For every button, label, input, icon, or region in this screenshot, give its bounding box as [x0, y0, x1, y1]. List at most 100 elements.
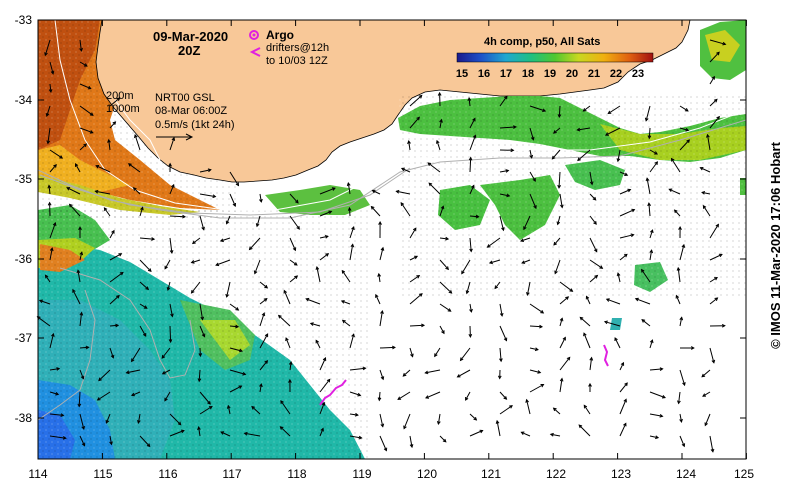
current-arrow	[553, 237, 561, 246]
current-arrowhead	[447, 308, 452, 312]
current-arrowhead	[469, 308, 473, 313]
current-arrowhead	[442, 438, 447, 443]
current-arrow	[379, 346, 395, 349]
current-arrowhead	[488, 260, 493, 265]
current-arrowhead	[170, 313, 174, 318]
current-arrowhead	[253, 270, 258, 275]
current-arrowhead	[711, 75, 715, 80]
current-arrow	[109, 253, 122, 261]
current-arrow	[134, 134, 141, 151]
current-arrow	[315, 340, 321, 349]
current-arrowhead	[702, 204, 707, 209]
current-arrowhead	[235, 182, 240, 187]
current-arrowhead	[50, 70, 55, 75]
current-arrowhead	[427, 162, 432, 166]
current-arrow	[379, 310, 383, 327]
current-arrow	[45, 275, 51, 283]
current-arrow	[648, 127, 651, 139]
current-arrowhead	[525, 398, 529, 403]
current-arrowhead	[468, 156, 473, 161]
current-arrow	[285, 337, 291, 349]
current-arrow	[289, 193, 299, 204]
current-arrow	[709, 76, 715, 85]
current-arrowhead	[309, 322, 314, 326]
current-arrow	[79, 127, 93, 134]
current-arrowhead	[171, 183, 175, 188]
lon-label: 114	[28, 467, 47, 481]
current-arrowhead	[539, 324, 544, 329]
current-arrowhead	[715, 223, 719, 228]
current-arrow	[49, 222, 56, 239]
depth-label-1000: 1000m	[106, 103, 140, 115]
credit-container: © IMOS 11-Mar-2020 17:06 Hobart	[764, 10, 786, 480]
current-arrow	[619, 382, 628, 393]
current-arrowhead	[676, 266, 681, 271]
lon-label: 116	[158, 467, 177, 481]
current-arrowhead	[380, 309, 384, 314]
current-arrow	[469, 157, 472, 173]
current-arrowhead	[201, 226, 205, 231]
current-arrow	[469, 430, 483, 437]
current-arrow	[349, 413, 358, 416]
current-arrowhead	[562, 336, 566, 341]
current-arrow	[408, 140, 411, 151]
current-arrowhead	[641, 319, 646, 323]
current-arrow	[577, 149, 591, 161]
current-arrowhead	[553, 241, 557, 246]
current-arrow	[306, 298, 321, 305]
current-arrow	[49, 61, 54, 74]
current-arrowhead	[112, 121, 117, 126]
current-arrowhead	[540, 384, 545, 388]
current-arrowhead	[722, 41, 727, 46]
current-arrow	[645, 105, 651, 121]
current-arrow	[229, 347, 243, 352]
current-arrowhead	[103, 207, 108, 212]
current-arrowhead	[201, 333, 206, 338]
current-arrowhead	[191, 240, 196, 245]
current-arrowhead	[551, 155, 556, 160]
current-arrowhead	[684, 107, 689, 112]
current-arrowhead	[681, 243, 686, 248]
current-arrow	[403, 413, 411, 429]
current-arrowhead	[701, 373, 706, 378]
current-arrowhead	[445, 236, 450, 241]
current-arrow	[378, 391, 381, 401]
current-arrow	[278, 315, 291, 327]
current-arrow	[139, 259, 152, 272]
current-arrow	[169, 430, 185, 437]
current-arrowhead	[434, 353, 438, 358]
current-arrowhead	[72, 288, 76, 293]
current-arrowhead	[659, 414, 664, 418]
current-arrow	[79, 435, 85, 446]
current-arrow	[79, 61, 88, 67]
current-arrow	[526, 399, 531, 415]
current-arrow	[465, 391, 471, 401]
current-arrowhead	[377, 397, 382, 402]
current-arrow	[192, 237, 201, 244]
current-arrowhead	[509, 405, 513, 409]
current-arrow	[559, 193, 563, 208]
current-arrow	[199, 169, 211, 173]
current-arrow	[198, 427, 201, 437]
current-arrowhead	[456, 374, 461, 378]
current-arrowhead	[116, 97, 121, 101]
current-arrowhead	[503, 95, 508, 100]
current-arrow	[487, 237, 501, 248]
current-arrowhead	[675, 294, 680, 299]
current-arrow	[319, 210, 332, 217]
current-arrowhead	[76, 269, 81, 274]
current-arrowhead	[146, 443, 151, 448]
current-arrowhead	[259, 383, 263, 388]
current-arrow	[167, 281, 171, 291]
current-arrow	[425, 391, 441, 399]
current-arrow	[425, 369, 441, 374]
current-arrowhead	[529, 154, 534, 159]
current-arrowhead	[655, 435, 660, 440]
current-arrowhead	[131, 358, 135, 363]
current-arrowhead	[668, 188, 673, 193]
current-arrow	[229, 303, 239, 311]
current-arrow	[649, 435, 659, 439]
current-arrowhead	[510, 148, 515, 153]
current-arrowhead	[44, 274, 49, 279]
current-vectors	[36, 39, 727, 453]
